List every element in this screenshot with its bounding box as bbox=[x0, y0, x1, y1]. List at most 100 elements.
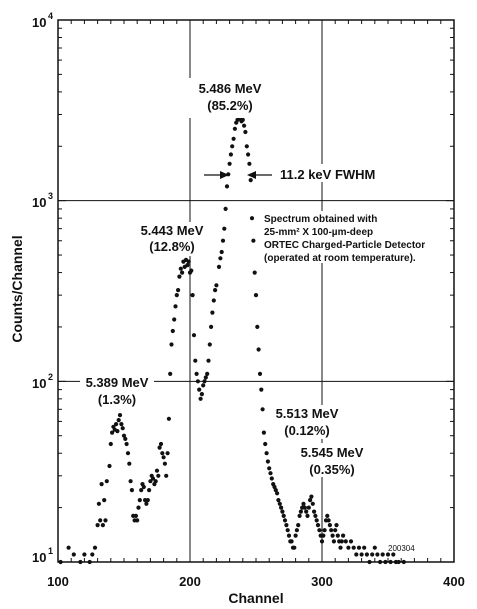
data-point-0-213 bbox=[396, 559, 401, 565]
data-point-0-7 bbox=[92, 545, 98, 550]
y-tick-label-10-1: 10 1 bbox=[32, 546, 53, 565]
data-point-0-166 bbox=[306, 505, 311, 510]
data-point-0-28 bbox=[123, 436, 128, 441]
data-point-0-131 bbox=[260, 407, 265, 412]
data-point-0-141 bbox=[273, 488, 278, 493]
data-point-0-104 bbox=[224, 184, 230, 189]
data-point-0-79 bbox=[190, 293, 195, 298]
data-point-0-87 bbox=[201, 383, 206, 388]
detector-note-line-4: (operated at room temperature). bbox=[264, 253, 416, 264]
y-axis-title: Counts/Channel bbox=[9, 235, 25, 342]
data-point-0-157 bbox=[294, 528, 299, 533]
data-point-0-66 bbox=[173, 304, 178, 309]
data-point-0-138 bbox=[269, 476, 274, 481]
data-point-0-122 bbox=[248, 178, 253, 183]
data-point-0-81 bbox=[193, 358, 198, 363]
data-point-0-53 bbox=[156, 473, 161, 478]
data-point-0-14 bbox=[99, 482, 104, 487]
data-point-0-132 bbox=[261, 430, 266, 435]
data-point-0-15 bbox=[104, 479, 109, 484]
data-point-0-90 bbox=[205, 371, 210, 376]
data-point-0-135 bbox=[265, 459, 270, 464]
data-point-0-23 bbox=[116, 418, 121, 423]
data-point-0-12 bbox=[96, 501, 101, 506]
data-point-0-143 bbox=[276, 498, 281, 503]
data-point-0-149 bbox=[284, 523, 289, 528]
data-point-0-202 bbox=[367, 559, 372, 565]
svg-text:2: 2 bbox=[48, 372, 53, 382]
data-point-0-80 bbox=[191, 333, 197, 338]
data-point-0-203 bbox=[370, 552, 375, 557]
data-point-0-27 bbox=[121, 433, 127, 438]
detector-note-bg bbox=[262, 211, 438, 263]
data-point-0-194 bbox=[346, 545, 351, 550]
data-point-0-123 bbox=[249, 216, 255, 221]
data-point-0-40 bbox=[139, 488, 144, 493]
data-point-0-86 bbox=[199, 392, 204, 397]
peak-5513-label-bg bbox=[270, 405, 344, 439]
data-point-0-126 bbox=[253, 293, 259, 298]
data-point-0-130 bbox=[259, 387, 264, 392]
svg-text:4: 4 bbox=[48, 11, 53, 21]
data-point-0-22 bbox=[115, 429, 120, 434]
y-tick-label-10-4: 10 4 bbox=[32, 11, 53, 30]
data-point-0-65 bbox=[172, 317, 177, 322]
data-point-0-36 bbox=[133, 513, 138, 519]
data-point-0-57 bbox=[161, 455, 166, 460]
data-point-0-8 bbox=[95, 523, 100, 528]
data-point-0-45 bbox=[145, 498, 150, 503]
data-point-0-56 bbox=[160, 451, 165, 456]
data-point-0-190 bbox=[338, 545, 343, 550]
fwhm-label-bg bbox=[278, 164, 390, 182]
data-point-0-24 bbox=[117, 413, 123, 418]
data-point-0-193 bbox=[343, 539, 348, 544]
data-point-0-158 bbox=[296, 523, 301, 528]
data-point-0-60 bbox=[165, 451, 170, 456]
data-point-0-84 bbox=[197, 387, 202, 392]
data-point-0-54 bbox=[157, 445, 162, 450]
data-point-0-93 bbox=[209, 324, 214, 329]
data-point-0-1 bbox=[66, 545, 71, 550]
data-point-0-88 bbox=[202, 379, 207, 384]
data-point-0-195 bbox=[348, 539, 354, 544]
peak-5389-label-bg bbox=[80, 375, 154, 409]
data-point-0-118 bbox=[243, 129, 248, 135]
data-point-0-30 bbox=[125, 451, 131, 456]
data-point-0-155 bbox=[292, 545, 297, 550]
x-axis-title: Channel bbox=[228, 590, 283, 606]
data-point-0-133 bbox=[263, 441, 268, 447]
data-point-0-183 bbox=[329, 528, 334, 533]
x-tick-label-400: 400 bbox=[443, 574, 465, 589]
fwhm-marker bbox=[204, 171, 272, 179]
data-point-0-89 bbox=[203, 375, 208, 380]
data-point-0-76 bbox=[186, 259, 191, 264]
data-point-0-52 bbox=[154, 468, 160, 473]
svg-text:10: 10 bbox=[32, 15, 46, 30]
data-point-0-162 bbox=[301, 501, 306, 506]
data-point-0-0 bbox=[58, 559, 63, 565]
peak-5443-energy: 5.443 MeV bbox=[141, 223, 204, 238]
data-point-0-207 bbox=[380, 552, 385, 557]
data-point-0-95 bbox=[211, 298, 216, 303]
data-point-0-98 bbox=[216, 264, 222, 269]
data-point-0-11 bbox=[103, 518, 108, 523]
data-point-0-39 bbox=[137, 498, 142, 503]
data-point-0-18 bbox=[110, 430, 115, 435]
peak-5545-energy: 5.545 MeV bbox=[301, 445, 364, 460]
data-point-0-70 bbox=[178, 266, 183, 271]
x-tick-label-200: 200 bbox=[179, 574, 201, 589]
data-point-0-9 bbox=[98, 518, 103, 523]
data-point-0-208 bbox=[383, 559, 388, 565]
data-point-0-3 bbox=[78, 559, 83, 565]
data-point-0-102 bbox=[222, 226, 227, 231]
data-point-0-200 bbox=[362, 545, 367, 550]
data-point-0-51 bbox=[153, 479, 158, 484]
peak-5545-fraction: (0.35%) bbox=[309, 462, 355, 477]
data-point-0-201 bbox=[364, 552, 369, 557]
data-point-0-97 bbox=[214, 283, 219, 288]
data-point-0-172 bbox=[314, 518, 319, 523]
data-point-0-82 bbox=[194, 371, 199, 376]
y-tick-label-10-3: 10 3 bbox=[32, 191, 53, 210]
data-point-0-173 bbox=[315, 523, 321, 528]
data-point-0-197 bbox=[354, 552, 359, 557]
